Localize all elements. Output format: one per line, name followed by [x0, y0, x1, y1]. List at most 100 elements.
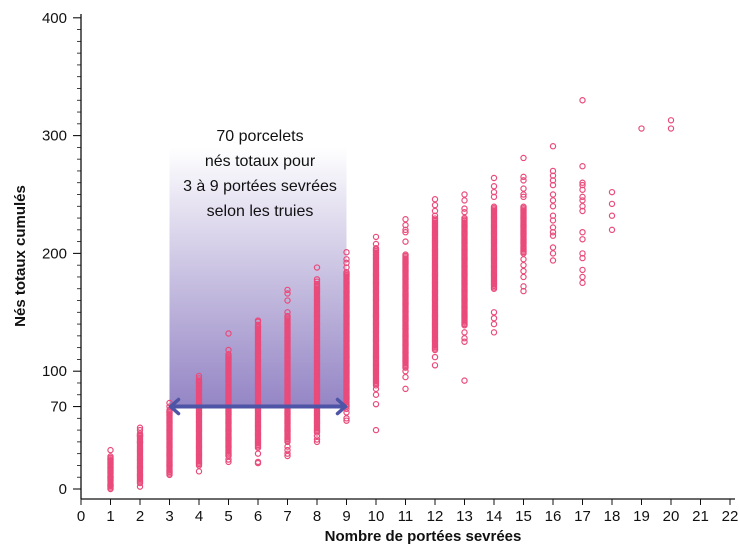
data-point	[520, 154, 527, 162]
data-point	[549, 181, 557, 189]
data-point	[579, 179, 586, 186]
y-tick-label: 0	[59, 481, 67, 498]
data-point	[313, 278, 321, 285]
y-tick-label: 200	[42, 245, 67, 262]
data-point	[431, 196, 439, 203]
data-point	[520, 203, 527, 210]
data-point	[608, 200, 616, 208]
data-point	[431, 215, 439, 222]
data-point	[107, 482, 114, 489]
data-point	[667, 117, 675, 124]
x-tick-label: 21	[692, 508, 709, 525]
data-point	[402, 368, 409, 375]
data-point	[461, 338, 468, 345]
y-tick-label: 100	[42, 363, 67, 380]
data-point	[549, 197, 557, 204]
data-point	[254, 323, 262, 330]
data-point	[402, 385, 409, 393]
arrow-head-left	[168, 397, 181, 416]
data-point	[372, 240, 380, 248]
y-tick-label: 300	[42, 128, 67, 145]
data-point	[402, 226, 409, 234]
data-point	[520, 193, 527, 201]
data-point	[313, 438, 321, 446]
data-point	[461, 191, 468, 198]
data-point	[107, 456, 114, 463]
data-point	[225, 456, 232, 463]
x-tick-label: 8	[313, 508, 321, 525]
data-point	[608, 188, 616, 196]
data-point	[579, 228, 586, 236]
data-point	[461, 208, 468, 216]
data-point	[520, 177, 527, 184]
data-point	[372, 233, 380, 241]
data-point	[461, 377, 468, 384]
data-point	[608, 226, 616, 234]
data-point	[520, 261, 527, 269]
data-point	[608, 212, 616, 219]
data-point	[254, 459, 262, 467]
data-point	[490, 203, 498, 210]
data-point	[402, 251, 409, 258]
data-point	[520, 191, 527, 198]
data-point	[284, 312, 291, 320]
data-point	[549, 191, 557, 198]
data-point	[461, 197, 468, 204]
data-point	[579, 273, 586, 281]
data-point	[136, 424, 144, 431]
data-point	[372, 426, 380, 434]
data-point	[254, 450, 262, 457]
data-point	[579, 186, 586, 193]
data-point	[431, 362, 439, 369]
range-arrow	[168, 397, 348, 416]
data-point	[431, 212, 439, 219]
data-point	[136, 430, 144, 437]
data-point	[284, 452, 291, 460]
data-point	[520, 267, 527, 275]
data-point	[549, 143, 557, 150]
data-point	[461, 214, 468, 222]
data-point	[107, 464, 114, 471]
data-point	[579, 97, 586, 104]
data-point	[402, 228, 409, 236]
data-point	[284, 290, 291, 297]
data-point	[638, 125, 645, 132]
data-point	[490, 309, 498, 316]
data-point	[461, 329, 468, 336]
data-point	[107, 453, 114, 460]
y-tick-label: 400	[42, 10, 67, 27]
data-point	[225, 356, 232, 363]
y-axis-title: Nés totaux cumulés	[12, 185, 29, 327]
data-point	[490, 320, 498, 328]
x-ticks: 0 1 2 3 4 5 6 7 8 9 10 11 12 13 14 15 16 17 18 19 20 21 22	[77, 499, 739, 525]
data-point	[490, 174, 498, 182]
data-point	[549, 244, 557, 251]
data-point	[195, 468, 203, 475]
x-tick-label: 5	[224, 508, 232, 525]
data-point	[549, 228, 557, 236]
x-tick-label: 11	[398, 508, 414, 525]
data-point	[166, 409, 173, 416]
data-point	[490, 193, 498, 201]
annotation-line-1: 70 porcelets	[216, 128, 303, 145]
data-point	[107, 474, 114, 481]
data-point	[225, 346, 232, 354]
x-tick-label: 22	[722, 508, 739, 525]
data-point	[284, 443, 291, 450]
data-point	[195, 379, 203, 387]
data-point	[284, 450, 291, 457]
x-tick-label: 9	[342, 508, 350, 525]
data-point	[136, 438, 144, 446]
data-point	[431, 201, 439, 209]
data-point	[313, 436, 321, 443]
x-tick-label: 3	[165, 508, 173, 525]
x-tick-label: 17	[574, 508, 591, 525]
data-point	[136, 426, 144, 434]
x-tick-label: 7	[283, 508, 291, 525]
data-point	[284, 286, 291, 294]
data-point	[343, 417, 350, 424]
data-point	[461, 205, 468, 212]
x-tick-label: 13	[456, 508, 473, 525]
x-tick-label: 0	[77, 508, 85, 525]
data-point	[579, 266, 586, 274]
